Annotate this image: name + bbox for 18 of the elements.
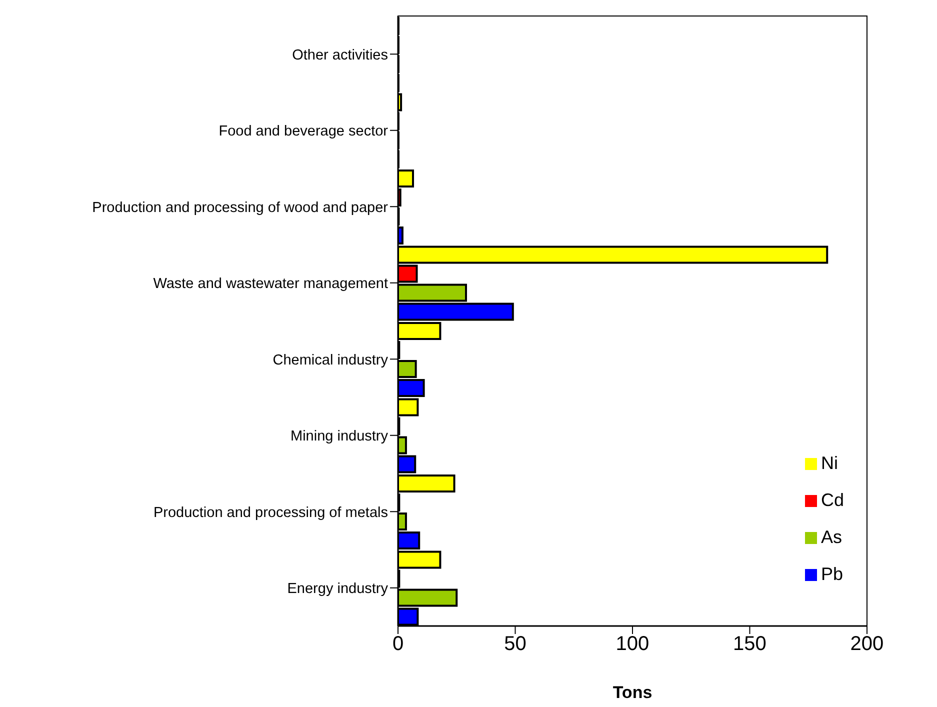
- y-tick-label: Production and processing of metals: [153, 504, 388, 521]
- legend-label: Ni: [820, 453, 838, 473]
- y-tick-label: Waste and wastewater management: [153, 276, 388, 292]
- y-tick-label: Other activities: [292, 47, 388, 64]
- x-tick-label: 50: [504, 633, 526, 656]
- legend-label: As: [820, 527, 842, 547]
- legend-label: Cd: [820, 490, 844, 510]
- y-tick-label: Food and beverage sector: [218, 124, 388, 140]
- x-tick-label: 100: [616, 633, 650, 656]
- legend-label: Pb: [820, 564, 844, 584]
- x-axis-title: Tons: [612, 683, 652, 702]
- y-tick-label: Mining industry: [290, 428, 389, 445]
- y-tick-label: Chemical industry: [272, 352, 389, 368]
- y-tick-label: Production and processing of wood and paper: [92, 200, 388, 216]
- x-tick-label: 150: [733, 633, 766, 656]
- x-tick-label: 200: [850, 633, 884, 656]
- x-tick-label: 0: [392, 633, 404, 656]
- y-tick-label: Energy industry: [287, 581, 389, 598]
